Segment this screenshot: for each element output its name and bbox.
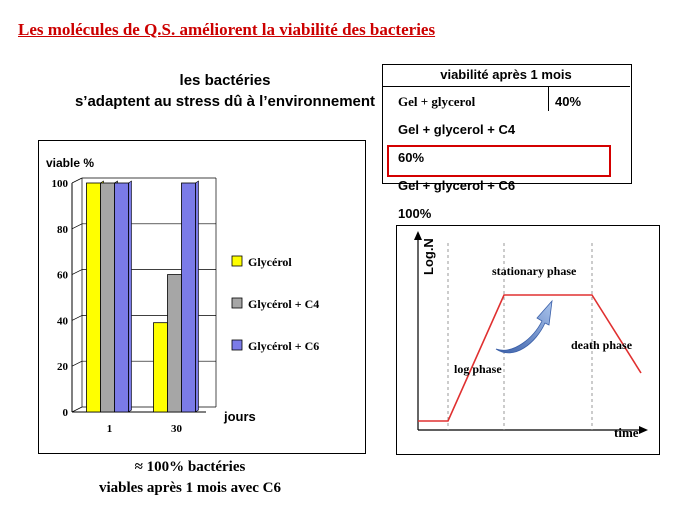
bar-gridline-depth bbox=[71, 360, 83, 367]
bar bbox=[153, 322, 168, 413]
legend-label: Glycérol + C6 bbox=[248, 339, 319, 353]
bar-xtick-label: 1 bbox=[107, 423, 113, 435]
legend-label: Glycérol + C4 bbox=[248, 297, 319, 311]
table-row2-label: Gel + glycerol + C4 bbox=[398, 122, 516, 137]
legend-swatch bbox=[231, 255, 243, 267]
bar bbox=[167, 274, 182, 413]
bar-gridline-depth bbox=[71, 406, 83, 413]
table-row2-value: 60% bbox=[398, 150, 425, 165]
subtitle-line-1: les bactéries bbox=[179, 72, 271, 89]
bar-caption: ≈ 100% bactéries viables après 1 mois av… bbox=[60, 457, 320, 499]
bar bbox=[181, 182, 196, 413]
growth-y-arrow-icon bbox=[414, 231, 422, 240]
bar bbox=[86, 182, 101, 413]
bar-gridline-depth bbox=[71, 315, 83, 321]
bar-ytick-label: 80 bbox=[57, 224, 69, 236]
bar-xlabel: jours bbox=[223, 409, 256, 424]
annotation-log-phase: log phase bbox=[454, 362, 502, 376]
subtitle-line-2: s’adaptent au stress dû à l’environnemen… bbox=[74, 93, 376, 110]
bar-ytick-label: 100 bbox=[52, 178, 69, 190]
annotation-death-phase: death phase bbox=[571, 338, 633, 352]
viability-table-header: viabilité après 1 mois bbox=[382, 64, 630, 87]
bar-chart: viable % jours 0 20 40 60 80 100 1 30 Glycérol… bbox=[46, 156, 319, 435]
bar bbox=[114, 182, 129, 413]
caption-line-1: ≈ 100% bactéries bbox=[134, 459, 246, 475]
bar-xtick-label: 30 bbox=[171, 423, 183, 435]
legend-swatch bbox=[231, 339, 243, 351]
bar-ytick-label: 60 bbox=[57, 270, 69, 282]
growth-curve-line bbox=[418, 294, 642, 422]
bar-gridline-depth bbox=[71, 269, 83, 275]
table-row3-value: 100% bbox=[398, 206, 432, 221]
bar-side bbox=[195, 180, 199, 413]
legend-label: Glycérol bbox=[248, 255, 292, 269]
bar-ytick-label: 20 bbox=[57, 361, 69, 373]
bar-side bbox=[128, 180, 132, 413]
bar-gridline-depth bbox=[71, 223, 83, 230]
caption-line-2: viables après 1 mois avec C6 bbox=[98, 480, 282, 496]
table-row1-label: Gel + glycerol bbox=[398, 94, 476, 109]
slide-title: Les molécules de Q.S. améliorent la viab… bbox=[18, 20, 436, 39]
table-column-divider bbox=[548, 87, 549, 111]
bar-gridline-depth bbox=[71, 177, 83, 184]
growth-x-arrow-icon bbox=[639, 426, 648, 434]
curved-arrow-icon bbox=[495, 299, 553, 354]
highlight-box bbox=[387, 145, 611, 177]
viability-table bbox=[382, 64, 632, 184]
table-row3-label: Gel + glycerol + C6 bbox=[398, 178, 516, 193]
table-row1-value: 40% bbox=[555, 94, 582, 109]
legend-swatch bbox=[231, 297, 243, 309]
growth-ylabel: Log.N bbox=[421, 238, 436, 275]
bar-ylabel: viable % bbox=[46, 156, 94, 170]
bar-ytick-label: 0 bbox=[63, 407, 69, 419]
annotation-stationary-phase: stationary phase bbox=[492, 264, 577, 278]
growth-curve-chart: Log.N time stationary phase log phase de… bbox=[414, 231, 648, 440]
bar bbox=[100, 182, 115, 413]
slide-subtitle: les bactéries s’adaptent au stress dû à … bbox=[60, 70, 390, 112]
growth-xlabel: time bbox=[614, 425, 639, 440]
bar-ytick-label: 40 bbox=[57, 315, 69, 327]
